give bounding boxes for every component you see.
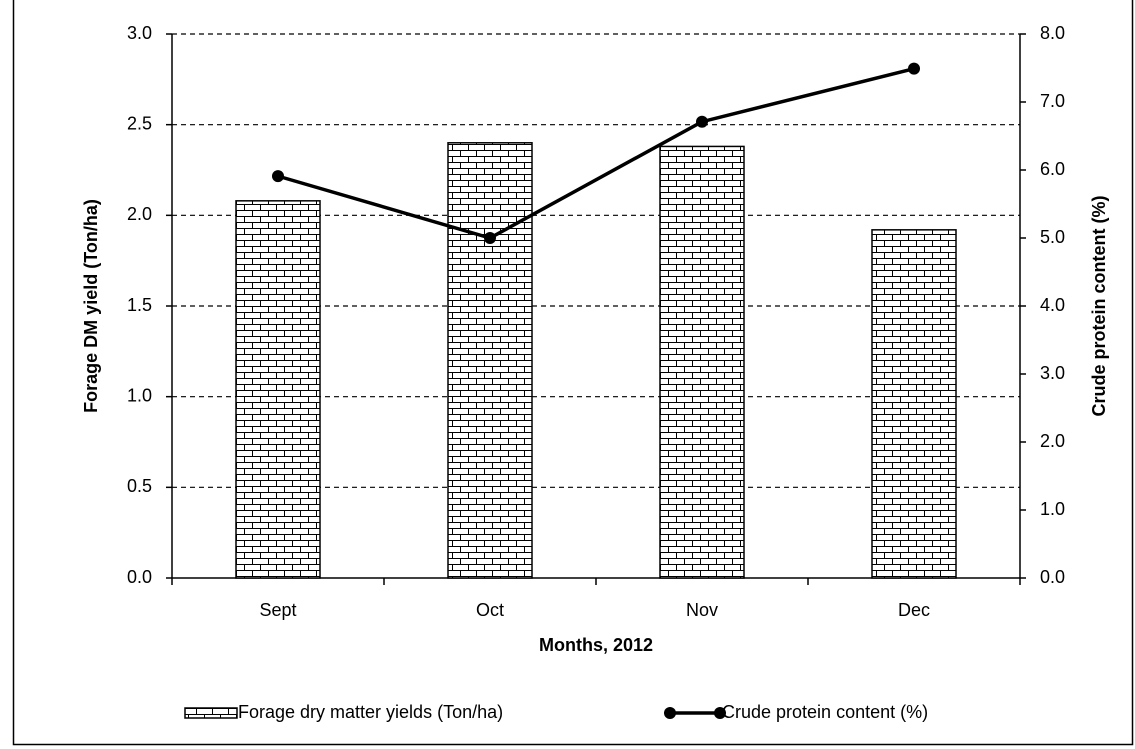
x-tick-label: Dec <box>898 600 930 620</box>
frame <box>12 0 1134 746</box>
x-tick-label: Nov <box>686 600 718 620</box>
x-tick-label: Oct <box>476 600 504 620</box>
y2-tick-label: 2.0 <box>1040 431 1065 451</box>
bar <box>447 142 533 579</box>
y2-axis-title: Crude protein content (%) <box>1089 196 1109 417</box>
y2-tick-label: 8.0 <box>1040 23 1065 43</box>
y-tick-label: 3.0 <box>127 23 152 43</box>
legend-label: Forage dry matter yields (Ton/ha) <box>238 702 503 722</box>
y-tick-label: 2.0 <box>127 204 152 224</box>
y-tick-label: 0.5 <box>127 476 152 496</box>
x-tick-label: Sept <box>259 600 296 620</box>
line-point <box>484 232 496 244</box>
legend-label: Crude protein content (%) <box>722 702 928 722</box>
y2-tick-label: 7.0 <box>1040 91 1065 111</box>
line-point <box>696 115 708 128</box>
y-tick-label: 2.5 <box>127 113 152 133</box>
y2-tick-label: 4.0 <box>1040 295 1065 315</box>
bar <box>235 200 321 579</box>
y-tick-label: 1.5 <box>127 295 152 315</box>
legend-swatch <box>714 707 726 719</box>
y2-tick-label: 3.0 <box>1040 363 1065 383</box>
bar <box>659 145 745 579</box>
line-point <box>272 170 284 183</box>
bar <box>871 229 957 579</box>
y2-tick-label: 1.0 <box>1040 499 1065 519</box>
y2-tick-label: 0.0 <box>1040 567 1065 587</box>
y-tick-label: 1.0 <box>127 385 152 405</box>
legend-swatch <box>664 707 676 719</box>
line <box>277 66 915 240</box>
y-axis-title: Forage DM yield (Ton/ha) <box>81 199 101 413</box>
line-point <box>908 62 920 75</box>
y2-tick-label: 5.0 <box>1040 227 1065 247</box>
y-tick-label: 0.0 <box>127 567 152 587</box>
y2-tick-label: 6.0 <box>1040 159 1065 179</box>
legend-swatch <box>184 707 238 719</box>
x-axis-title: Months, 2012 <box>539 635 653 655</box>
